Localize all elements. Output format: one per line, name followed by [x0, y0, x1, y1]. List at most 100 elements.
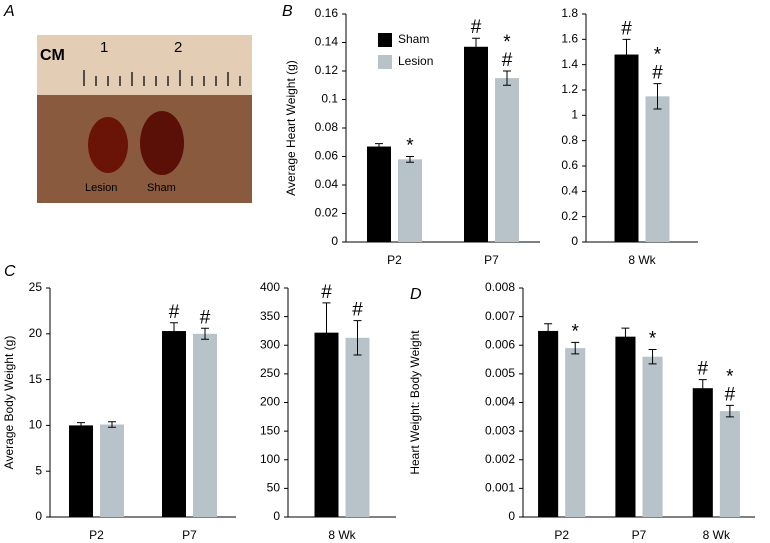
x-tick-label: 8 Wk [703, 528, 731, 542]
error-bar [375, 143, 383, 150]
y-tick-label: 200 [260, 395, 280, 409]
ruler-ticks [83, 70, 241, 86]
error-bar [503, 70, 511, 86]
bar [719, 411, 740, 517]
y-axis-label: Average Heart Weight (g) [284, 60, 298, 196]
significance-marker: # [352, 300, 363, 321]
error-bar [170, 322, 178, 340]
error-bar [653, 83, 662, 110]
y-tick-label: 10 [29, 418, 43, 432]
panel-label: B [282, 3, 293, 20]
x-tick-label: 8 Wk [328, 528, 356, 542]
ruler-mark: 2 [174, 39, 182, 56]
y-axis-label: Heart Weight: Body Weight [408, 330, 422, 475]
y-tick-label: 0.12 [315, 63, 339, 77]
y-tick-label: 0 [35, 509, 42, 523]
x-tick-label: 8 Wk [628, 253, 656, 267]
y-tick-label: 0.02 [315, 206, 339, 220]
y-tick-label: 250 [260, 366, 280, 380]
significance-marker: # [200, 307, 211, 328]
panel-label: D [410, 286, 422, 303]
y-tick-label: 0 [508, 509, 515, 523]
error-bar [698, 379, 707, 398]
y-tick-label: 5 [35, 463, 42, 477]
y-tick-label: 0.6 [561, 158, 578, 172]
bar [614, 54, 639, 243]
photo-label: Lesion [85, 182, 117, 194]
error-bar [108, 421, 116, 428]
ruler-mark: 1 [100, 39, 108, 56]
y-tick-label: 400 [260, 280, 280, 294]
error-bar [472, 37, 480, 56]
bar [565, 348, 586, 517]
y-tick-label: 0.006 [485, 337, 515, 351]
bar [193, 333, 217, 517]
error-bar [322, 302, 331, 363]
x-tick-label: P7 [484, 253, 499, 267]
y-tick-label: 0.001 [485, 481, 515, 495]
error-bar [571, 341, 580, 355]
significance-marker: * [726, 366, 734, 387]
y-tick-label: 50 [267, 481, 281, 495]
legend-label: Sham [398, 32, 429, 46]
y-tick-label: 0.8 [561, 133, 578, 147]
significance-marker: # [169, 302, 180, 323]
y-tick-label: 1.2 [561, 82, 578, 96]
bar [645, 96, 670, 242]
y-tick-label: 350 [260, 309, 280, 323]
y-tick-label: 0.08 [315, 120, 339, 134]
y-tick-label: 0 [273, 509, 280, 523]
bar [692, 388, 713, 517]
significance-marker: * [406, 136, 414, 157]
x-tick-label: P2 [554, 528, 569, 542]
significance-marker: * [649, 329, 657, 350]
y-tick-label: 1 [571, 108, 578, 122]
y-tick-label: 20 [29, 326, 43, 340]
significance-marker: # [471, 17, 482, 38]
y-tick-label: 1.4 [561, 57, 578, 71]
legend-swatch [378, 33, 392, 47]
significance-marker: * [572, 321, 580, 342]
y-tick-label: 0.1 [321, 92, 338, 106]
bar [495, 78, 519, 242]
panel-label: C [4, 263, 16, 280]
bar [162, 331, 186, 517]
y-tick-label: 300 [260, 337, 280, 351]
y-tick-label: 25 [29, 280, 43, 294]
significance-marker: # [621, 18, 632, 39]
error-bar [406, 156, 414, 163]
bar [69, 425, 93, 517]
y-axis-label: Average Body Weight (g) [2, 336, 16, 470]
bar [367, 146, 391, 242]
y-tick-label: 0.4 [561, 184, 578, 198]
error-bar [725, 404, 734, 418]
y-tick-label: 0.003 [485, 423, 515, 437]
y-tick-label: 0.04 [315, 177, 339, 191]
error-bar [353, 320, 362, 356]
y-tick-label: 0.2 [561, 209, 578, 223]
y-tick-label: 0.008 [485, 280, 515, 294]
significance-marker: # [321, 282, 332, 303]
x-tick-label: P2 [387, 253, 402, 267]
y-tick-label: 0.005 [485, 366, 515, 380]
y-tick-label: 0.14 [315, 35, 339, 49]
legend-label: Lesion [398, 54, 433, 68]
error-bar [622, 38, 631, 71]
y-tick-label: 0 [331, 234, 338, 248]
error-bar [201, 327, 209, 340]
bar [100, 424, 124, 517]
error-bar [648, 349, 657, 365]
bar [464, 46, 488, 243]
y-tick-label: 1.8 [561, 6, 578, 20]
error-bar [621, 327, 630, 346]
heart [88, 117, 128, 173]
significance-marker: * [503, 32, 511, 53]
bar [538, 330, 559, 517]
y-tick-label: 0.004 [485, 395, 515, 409]
y-tick-label: 100 [260, 452, 280, 466]
x-tick-label: P7 [182, 528, 197, 542]
heart [140, 111, 184, 175]
photo-label: Sham [147, 182, 176, 194]
y-tick-label: 0.002 [485, 452, 515, 466]
